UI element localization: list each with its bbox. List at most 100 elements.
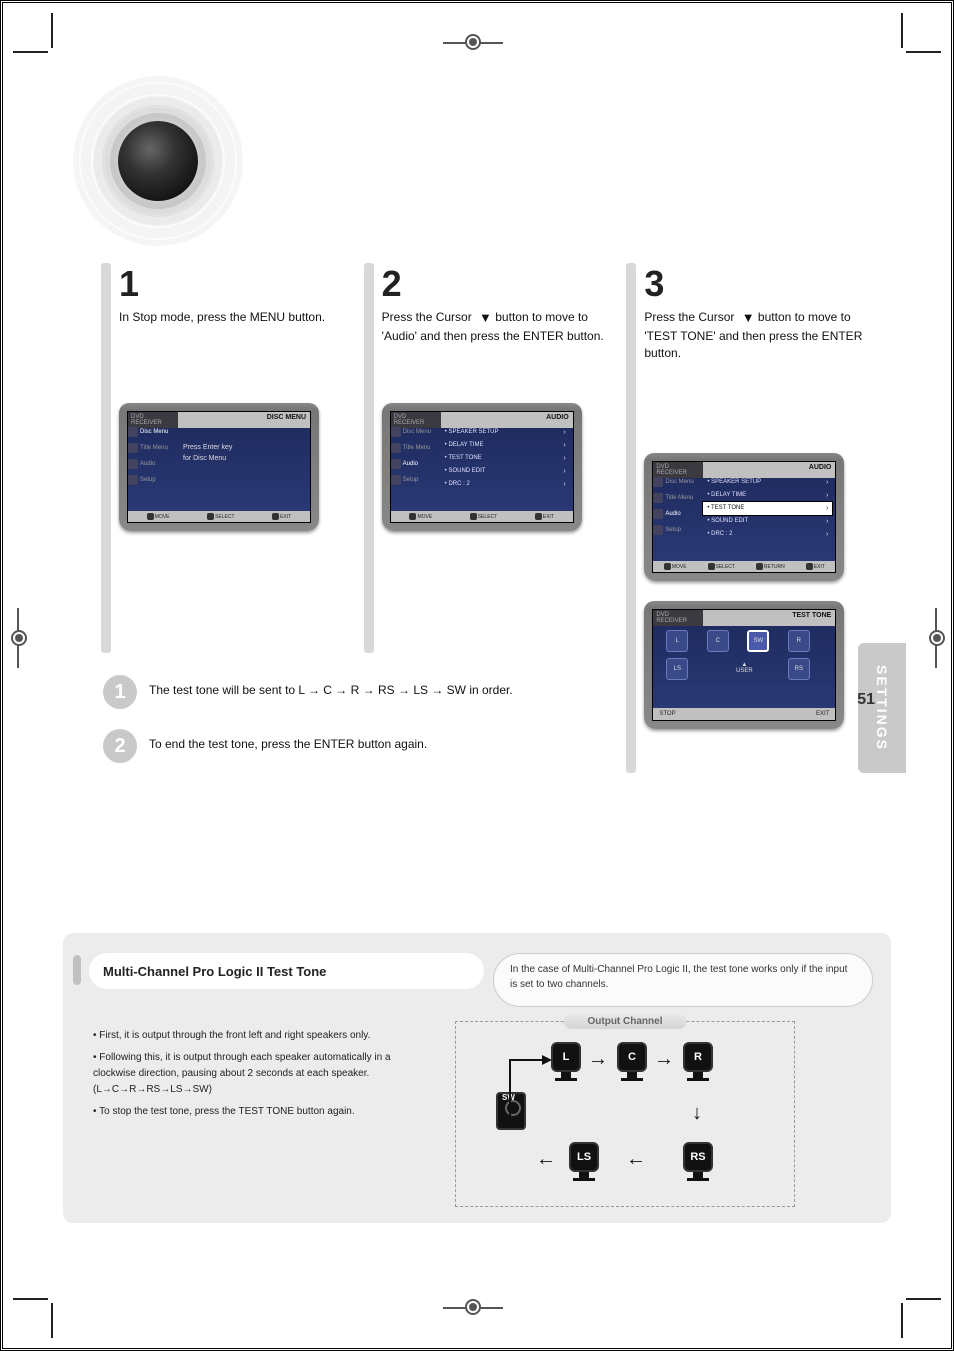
speaker-label: LS — [569, 1142, 599, 1172]
osd-footer-label: EXIT — [814, 564, 825, 570]
osd-sidebar: Disc Menu Title Menu Audio Setup — [391, 424, 439, 510]
osd-footer-label: SELECT — [716, 564, 735, 570]
speaker-c-icon: C — [614, 1042, 650, 1082]
osd-footer-label: MOVE — [417, 514, 432, 520]
osd-menu: • SPEAKER SETUP› • DELAY TIME› • TEST TO… — [703, 476, 832, 560]
step-text-pre: Press the Cursor — [644, 310, 737, 324]
panel-description: In the case of Multi-Channel Pro Logic I… — [493, 953, 873, 1007]
crop-mark — [901, 13, 903, 48]
panel-note-text: Following this, it is output through eac… — [93, 1052, 391, 1095]
crop-mark — [906, 51, 941, 53]
crop-mark — [51, 1303, 53, 1338]
osd-user-label: USER — [736, 668, 753, 674]
speaker-r-icon: R — [680, 1042, 716, 1082]
step-number: 2 — [382, 263, 402, 305]
osd-spk-sw: SW — [747, 630, 769, 652]
speaker-label: C — [617, 1042, 647, 1072]
arrow-icon: → — [654, 1048, 674, 1071]
arrow-icon: ← — [536, 1148, 556, 1171]
osd-menu-val: : 2 — [463, 481, 470, 487]
osd-screenshot-audio-testtone-sel: DVD RECEIVER AUDIO Disc Menu Title Menu … — [644, 453, 844, 581]
osd-footer: STOP EXIT — [653, 708, 835, 720]
osd-header: DISC MENU — [178, 412, 310, 428]
osd-spk-r: R — [788, 630, 810, 652]
osd-sidebar: Disc Menu Title Menu Audio Setup — [653, 474, 701, 560]
osd-body-line: Press Enter key — [183, 442, 232, 453]
osd-footer-label: EXIT — [543, 514, 554, 520]
step-divider — [101, 263, 111, 653]
osd-footer-label: EXIT — [816, 711, 829, 717]
step-text-pre: Press the Cursor — [382, 310, 475, 324]
register-mark — [3, 608, 33, 668]
osd-footer-label: EXIT — [280, 514, 291, 520]
register-mark — [921, 608, 951, 668]
osd-body-line: for Disc Menu — [183, 453, 232, 464]
circled-number: 2 — [103, 729, 137, 763]
register-mark — [443, 1293, 503, 1323]
osd-footer-label: RETURN — [764, 564, 785, 570]
osd-menu-item: DRC — [711, 531, 724, 537]
osd-side-item: Setup — [665, 527, 681, 533]
osd-footer-label: MOVE — [672, 564, 687, 570]
arrow-icon: ↓ — [692, 1102, 702, 1125]
osd-footer-label: MOVE — [155, 514, 170, 520]
speaker-artwork — [68, 71, 248, 251]
osd-side-item: Disc Menu — [665, 479, 693, 485]
speaker-label: R — [683, 1042, 713, 1072]
register-mark — [443, 28, 503, 58]
osd-footer-label: SELECT — [215, 514, 234, 520]
crop-mark — [906, 1298, 941, 1300]
osd-spk-l: L — [666, 630, 688, 652]
panel-tab — [73, 955, 81, 985]
osd-menu-item: DRC — [448, 481, 461, 487]
down-arrow-icon: ▼ — [479, 309, 492, 328]
osd-menu-item: SOUND EDIT — [448, 468, 485, 474]
speaker-l-icon: L — [548, 1042, 584, 1082]
step-text: In Stop mode, press the MENU button. — [119, 309, 346, 393]
circled-number: 1 — [103, 675, 137, 709]
instruction-2: 2 To end the test tone, press the ENTER … — [103, 729, 843, 763]
osd-footer: MOVE SELECT EXIT — [391, 511, 573, 522]
panel-title: Multi-Channel Pro Logic II Test Tone — [89, 953, 484, 989]
page-number: 51 — [857, 691, 875, 709]
osd-menu-item: SOUND EDIT — [711, 518, 748, 524]
instruction-1: 1 The test tone will be sent to L → C → … — [103, 675, 843, 709]
osd-menu-item: TEST TONE — [711, 505, 744, 511]
down-arrow-icon: ▼ — [742, 309, 755, 328]
osd-side-item: Setup — [403, 477, 419, 483]
crop-mark — [901, 1303, 903, 1338]
panel-note-text: First, it is output through the front le… — [99, 1030, 370, 1041]
osd-side-item: Audio — [665, 511, 680, 517]
step-number: 3 — [644, 263, 664, 305]
speaker-rs-icon: RS — [680, 1142, 716, 1182]
osd-screenshot-disc-menu: DVD RECEIVER DISC MENU Disc Menu Title M… — [119, 403, 319, 531]
osd-footer-label: STOP — [659, 711, 675, 717]
osd-sidebar: Disc Menu Title Menu Audio Setup — [128, 424, 176, 510]
info-panel: Multi-Channel Pro Logic II Test Tone In … — [63, 933, 891, 1223]
connector-line — [502, 1050, 552, 1150]
osd-menu-item: DELAY TIME — [711, 492, 746, 498]
speaker-label: RS — [683, 1142, 713, 1172]
panel-note-text: To stop the test tone, press the TEST TO… — [99, 1106, 355, 1117]
osd-side-item: Audio — [140, 461, 155, 467]
panel-notes: • First, it is output through the front … — [93, 1028, 413, 1126]
panel-note-item: • First, it is output through the front … — [93, 1028, 413, 1044]
osd-side-item: Title Menu — [403, 445, 431, 451]
osd-side-item: Audio — [403, 461, 418, 467]
osd-footer: MOVE SELECT EXIT — [128, 511, 310, 522]
speaker-flow-diagram: Output Channel L C R LS RS SW → → ↓ ← ← — [455, 1021, 795, 1207]
instruction-text: To end the test tone, press the ENTER bu… — [149, 729, 427, 753]
osd-footer: MOVE SELECT RETURN EXIT — [653, 561, 835, 572]
step-number: 1 — [119, 263, 139, 305]
osd-side-item: Setup — [140, 477, 156, 483]
osd-screenshot-audio: DVD RECEIVER AUDIO Disc Menu Title Menu … — [382, 403, 582, 531]
crop-mark — [51, 13, 53, 48]
arrow-icon: ← — [626, 1148, 646, 1171]
osd-menu-item: SPEAKER SETUP — [448, 429, 498, 435]
crop-mark — [13, 1298, 48, 1300]
instruction-text: The test tone will be sent to L → C → R … — [149, 675, 513, 699]
arrow-icon: → — [588, 1048, 608, 1071]
step-text: Press the Cursor ▼ button to move to 'TE… — [644, 309, 871, 393]
step-divider — [364, 263, 374, 653]
osd-side-item: Disc Menu — [403, 429, 431, 435]
